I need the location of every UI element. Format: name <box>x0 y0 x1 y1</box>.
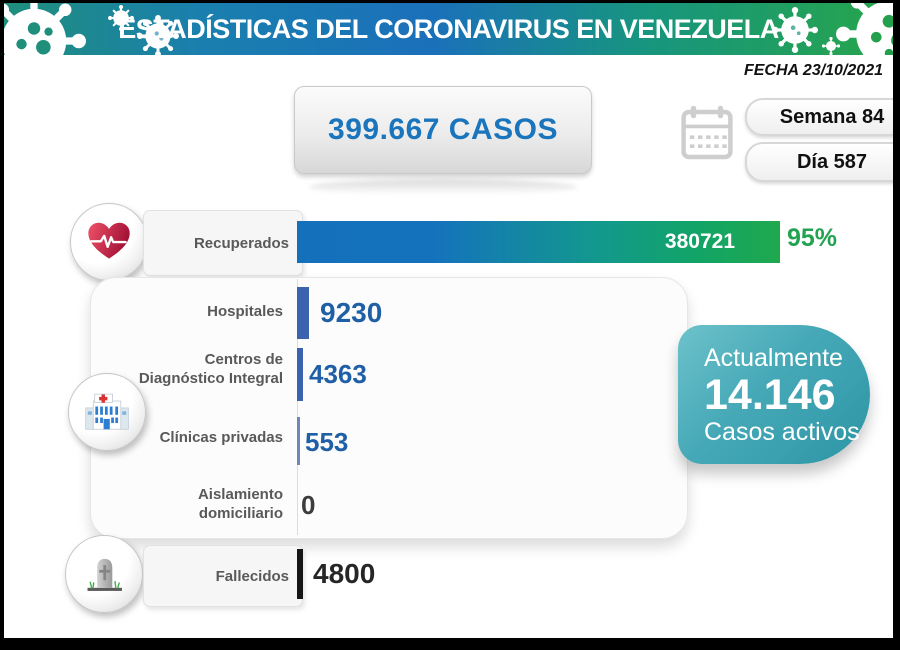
row-value-aislamiento: 0 <box>301 490 316 520</box>
active-cases-box: Actualmente 14.146 Casos activos <box>678 325 870 464</box>
virus-icon <box>822 37 840 55</box>
week-label: Semana 84 <box>779 105 885 128</box>
row-label-hospitales: Hospitales <box>207 303 283 320</box>
bar-cdi <box>297 348 303 401</box>
row-label-fallecidos: Fallecidos <box>215 567 289 585</box>
row-value-hospitales: 9230 <box>320 297 383 328</box>
chart-axis-line <box>297 279 298 535</box>
row-value-fallecidos: 4800 <box>313 558 376 589</box>
row-label-recuperados: Recuperados <box>193 234 289 252</box>
bar-hospitales <box>297 287 309 339</box>
tombstone-icon <box>65 535 143 613</box>
facilities-panel <box>90 277 688 539</box>
week-badge: Semana 84 <box>745 98 893 136</box>
virus-icon <box>4 3 86 55</box>
day-badge: Día 587 <box>745 142 893 182</box>
total-cases-value: 399.667 CASOS <box>328 113 558 146</box>
virus-icon <box>108 5 134 31</box>
virus-icon <box>772 7 818 53</box>
recovered-percent: 95% <box>787 224 838 252</box>
total-cases-box: 399.667 CASOS <box>294 86 592 174</box>
calendar-icon <box>680 103 734 163</box>
row-label-cdi: Centros de Diagnóstico Integral <box>138 351 283 387</box>
virus-icon <box>137 15 179 55</box>
date-label: FECHA 23/10/2021 <box>743 62 883 79</box>
hospital-icon <box>68 373 146 451</box>
active-cases-caption: Casos activos <box>704 417 860 446</box>
heart-icon <box>70 203 148 281</box>
label-box-recuperados: Recuperados <box>143 210 303 276</box>
bar-recuperados: 380721 <box>297 221 780 263</box>
header-banner: ESTADÍSTICAS DEL CORONAVIRUS EN VENEZUEL… <box>4 3 893 55</box>
active-cases-value: 14.146 <box>704 370 836 419</box>
infographic-slide: ESTADÍSTICAS DEL CORONAVIRUS EN VENEZUEL… <box>4 3 893 638</box>
virus-icon <box>836 3 893 55</box>
bar-fallecidos <box>297 549 303 599</box>
active-cases-intro: Actualmente <box>704 343 843 372</box>
day-label: Día 587 <box>796 150 868 173</box>
row-label-aislamiento: Aislamiento domiciliario <box>197 486 283 522</box>
row-value-cdi: 4363 <box>309 359 367 389</box>
row-value-recuperados: 380721 <box>664 230 735 253</box>
row-value-clinicas: 553 <box>305 427 349 457</box>
row-label-clinicas: Clínicas privadas <box>159 429 283 446</box>
page-title: ESTADÍSTICAS DEL CORONAVIRUS EN VENEZUEL… <box>118 13 779 44</box>
label-box-fallecidos: Fallecidos <box>143 545 303 607</box>
bar-clinicas <box>297 417 300 465</box>
